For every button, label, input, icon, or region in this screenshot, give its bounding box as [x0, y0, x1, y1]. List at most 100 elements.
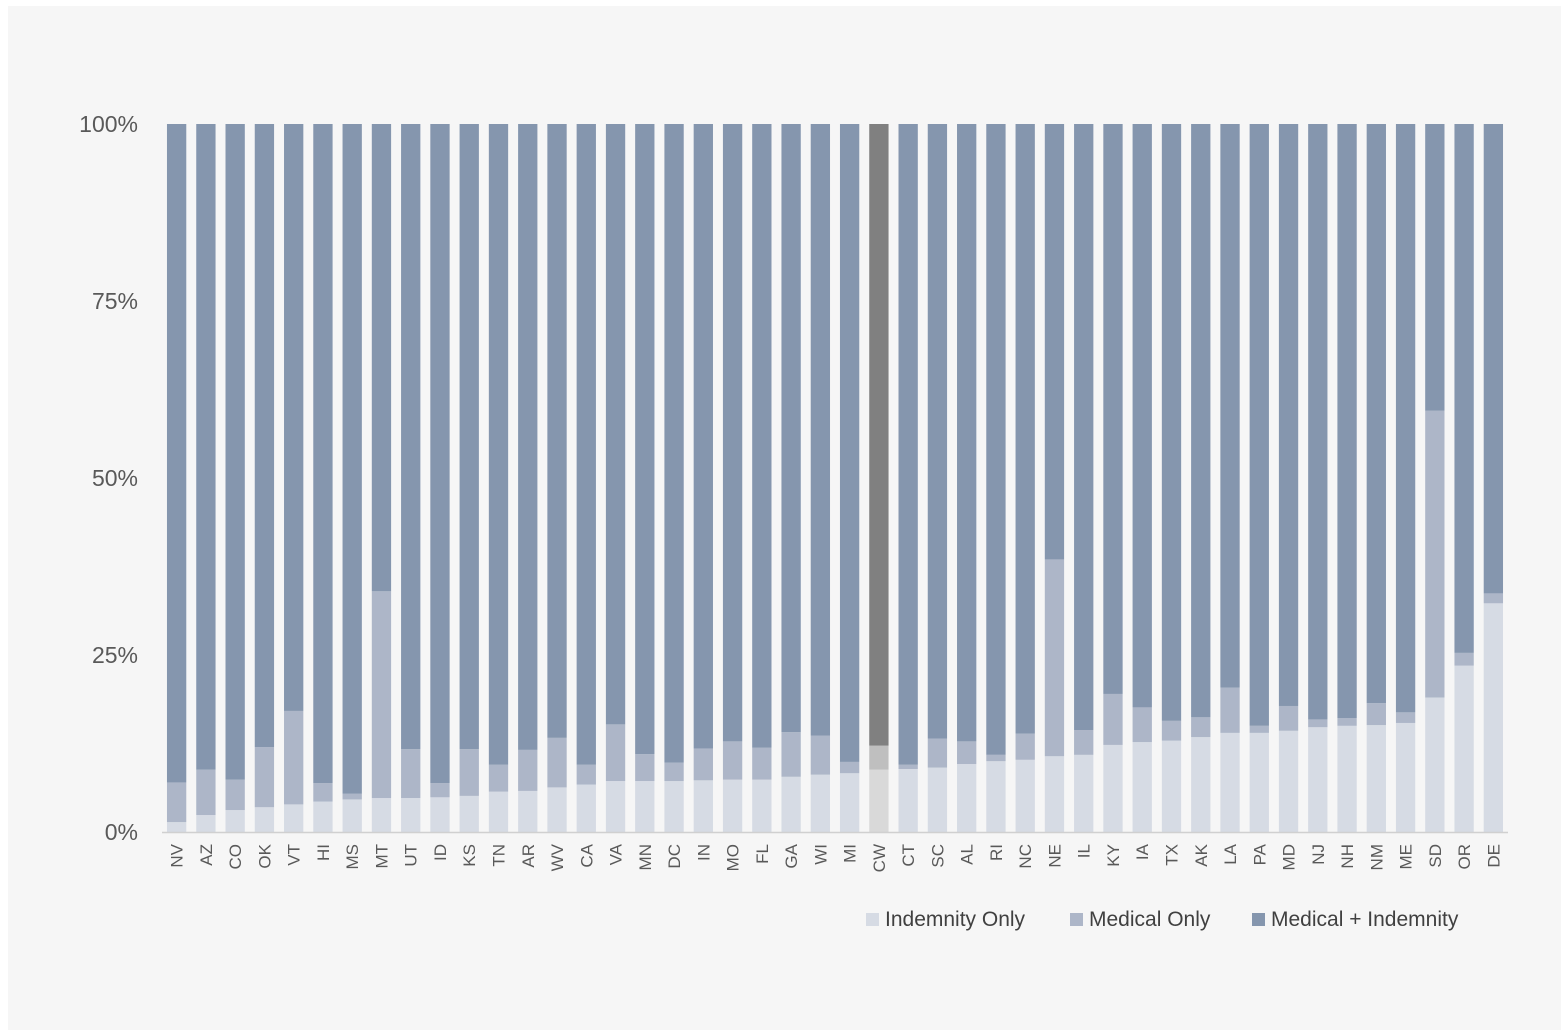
bar-segment-medical-indemnity: [401, 124, 421, 750]
bar-segment-indemnity-only: [1454, 665, 1474, 832]
x-tick-label-az: AZ: [197, 844, 216, 866]
bar-stack-ca: [576, 124, 596, 832]
bar-segment-medical-only: [664, 762, 684, 782]
bar-segment-indemnity-only: [752, 779, 772, 832]
bar-segment-indemnity-only: [839, 773, 860, 832]
bar-stack-nm: [1366, 124, 1386, 832]
bar-segment-medical-only: [547, 737, 567, 788]
bar-segment-medical-indemnity: [1278, 124, 1299, 706]
bar-segment-medical-indemnity: [781, 124, 801, 733]
bar-segment-indemnity-only: [547, 787, 567, 832]
x-tick-label-il: IL: [1075, 844, 1094, 858]
bar-segment-indemnity-only: [664, 781, 684, 832]
bar-stack-ar: [518, 124, 538, 832]
bar-segment-indemnity-only: [1220, 732, 1240, 832]
bar-segment-medical-only: [342, 793, 362, 800]
y-axis: 0% 25% 50% 75% 100%: [79, 111, 138, 845]
bar-segment-medical-only: [605, 724, 626, 782]
x-tick-label-tn: TN: [490, 844, 509, 867]
bar-segment-medical-only: [1103, 693, 1123, 745]
bar-segment-indemnity-only: [1425, 697, 1445, 832]
x-tick-label-la: LA: [1221, 843, 1240, 864]
bar-segment-medical-only: [986, 754, 1006, 762]
x-tick-label-mi: MI: [841, 844, 860, 863]
bar-segment-medical-indemnity: [459, 124, 479, 750]
bar-segment-indemnity-only: [430, 797, 450, 832]
x-tick-label-mn: MN: [636, 844, 655, 870]
bar-segment-indemnity-only: [635, 781, 655, 832]
bar-segment-medical-only: [1337, 718, 1357, 726]
bar-segment-medical-only: [1366, 703, 1386, 726]
x-tick-label-vt: VT: [285, 844, 304, 866]
bar-segment-indemnity-only: [166, 822, 187, 832]
bar-stack-il: [1074, 124, 1094, 832]
bar-segment-medical-only: [1308, 719, 1328, 728]
bar-stack-id: [430, 124, 450, 832]
bar-segment-indemnity-only: [225, 810, 245, 832]
bar-segment-medical-only: [1044, 559, 1065, 757]
bar-segment-medical-indemnity: [1161, 124, 1182, 721]
bar-segment-medical-only: [225, 779, 245, 811]
legend-swatch-medical-only: [1070, 913, 1083, 926]
bar-segment-medical-only: [810, 735, 831, 775]
bar-stack-nv: [166, 124, 187, 832]
x-axis: NV AZ CO OK VT HI MS MT UT ID KS TN AR WV CA VA MN DC IN MO…: [162, 831, 1508, 872]
bars: [166, 124, 1504, 832]
bar-stack-de: [1483, 124, 1504, 832]
bar-segment-indemnity-only: [1191, 737, 1211, 832]
bar-segment-medical-indemnity: [1044, 124, 1065, 560]
bar-stack-wv: [547, 124, 567, 832]
y-tick-label: 0%: [105, 819, 138, 845]
bar-stack-al: [957, 124, 977, 832]
bar-segment-medical-indemnity: [693, 124, 713, 749]
bar-stack-ak: [1191, 124, 1211, 832]
bar-segment-medical-indemnity: [1366, 124, 1386, 704]
bar-segment-indemnity-only: [927, 767, 948, 832]
x-tick-label-ok: OK: [255, 843, 274, 868]
bar-segment-medical-indemnity: [518, 124, 538, 750]
bar-stack-ks: [459, 124, 479, 832]
bar-stack-tn: [488, 124, 509, 832]
bar-segment-medical-only: [196, 769, 216, 816]
legend-label-medical-only: Medical Only: [1089, 908, 1211, 931]
bar-segment-medical-indemnity: [1308, 124, 1328, 720]
bar-segment-medical-indemnity: [1337, 124, 1357, 719]
bar-segment-medical-only: [430, 783, 450, 798]
bar-segment-medical-indemnity: [898, 124, 918, 765]
bar-segment-medical-indemnity: [986, 124, 1006, 755]
bar-segment-medical-indemnity: [342, 124, 362, 794]
bar-segment-indemnity-only: [1395, 722, 1416, 832]
bar-segment-medical-only: [722, 741, 743, 780]
bar-segment-indemnity-only: [1337, 725, 1357, 832]
bar-segment-indemnity-only: [1278, 730, 1299, 832]
x-tick-label-tx: TX: [1163, 844, 1182, 866]
bar-segment-indemnity-only: [1074, 754, 1094, 832]
bar-stack-nc: [1015, 124, 1035, 832]
bar-segment-medical-only: [576, 764, 596, 785]
bar-stack-ms: [342, 124, 362, 832]
bar-segment-medical-only: [927, 738, 948, 768]
bar-segment-medical-indemnity: [430, 124, 450, 784]
bar-stack-fl: [752, 124, 772, 832]
bar-segment-indemnity-only: [898, 768, 918, 832]
y-tick-label: 75%: [92, 288, 138, 314]
x-tick-label-ct: CT: [899, 844, 918, 867]
x-tick-label-ak: AK: [1192, 843, 1211, 866]
bar-segment-medical-only: [752, 747, 772, 780]
bar-segment-medical-only: [1483, 593, 1504, 604]
bar-segment-medical-indemnity: [810, 124, 831, 736]
bar-stack-or: [1454, 124, 1474, 832]
x-tick-label-ms: MS: [343, 844, 362, 870]
bar-stack-ct: [898, 124, 918, 832]
bar-segment-indemnity-only: [401, 798, 421, 832]
legend-label-indemnity-only: Indemnity Only: [885, 908, 1026, 931]
bar-segment-indemnity-only: [342, 799, 362, 832]
x-tick-label-nc: NC: [1016, 844, 1035, 869]
bar-segment-medical-indemnity: [254, 124, 275, 748]
x-tick-label-ne: NE: [1045, 844, 1064, 868]
bar-segment-indemnity-only: [986, 761, 1006, 832]
bar-segment-medical-only: [254, 747, 275, 808]
x-tick-label-pa: PA: [1250, 843, 1269, 865]
bar-segment-medical-only: [401, 749, 421, 799]
bar-segment-medical-only: [1191, 717, 1211, 738]
